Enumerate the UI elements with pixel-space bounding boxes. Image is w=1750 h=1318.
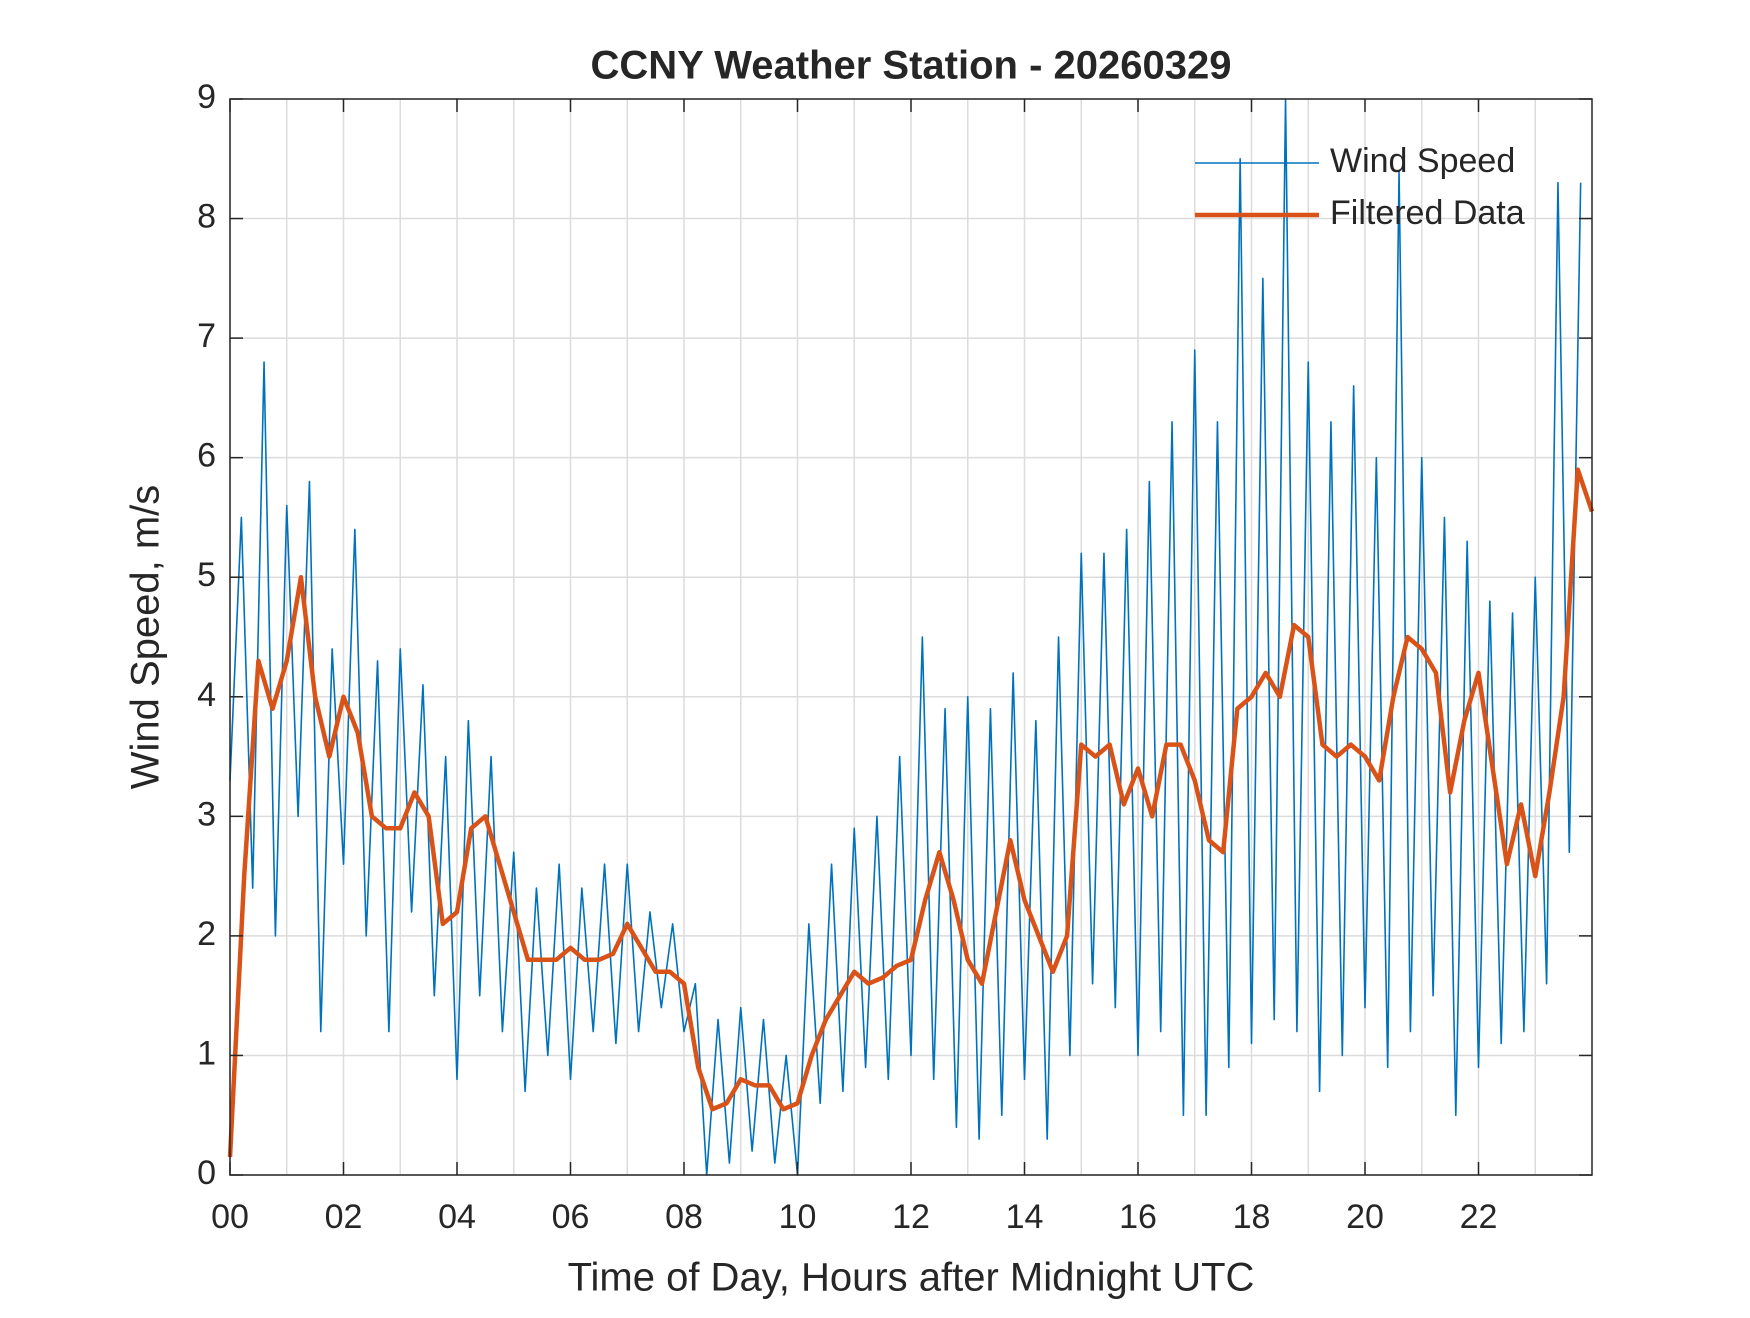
legend-label: Wind Speed bbox=[1330, 142, 1515, 180]
x-tick-label: 22 bbox=[1460, 1198, 1498, 1236]
y-tick-label: 4 bbox=[197, 676, 216, 714]
y-tick-label: 8 bbox=[197, 198, 216, 236]
x-tick-label: 00 bbox=[211, 1198, 249, 1236]
x-tick-label: 02 bbox=[325, 1198, 363, 1236]
y-tick-label: 2 bbox=[197, 915, 216, 953]
y-tick-label: 9 bbox=[197, 78, 216, 116]
y-tick-label: 5 bbox=[197, 556, 216, 594]
chart-title: CCNY Weather Station - 20260329 bbox=[591, 44, 1232, 88]
x-tick-label: 14 bbox=[1006, 1198, 1044, 1236]
data-line bbox=[229, 98, 1582, 1176]
x-tick-label: 06 bbox=[552, 1198, 590, 1236]
x-tick-label: 20 bbox=[1346, 1198, 1384, 1236]
x-tick-label: 08 bbox=[665, 1198, 703, 1236]
data-line bbox=[227, 467, 1595, 1158]
y-tick-label: 1 bbox=[197, 1034, 216, 1072]
y-tick-label: 3 bbox=[197, 795, 216, 833]
legend-label: Filtered Data bbox=[1330, 194, 1525, 232]
y-tick-label: 6 bbox=[197, 437, 216, 475]
x-axis-label: Time of Day, Hours after Midnight UTC bbox=[568, 1256, 1255, 1300]
x-tick-label: 10 bbox=[779, 1198, 817, 1236]
x-tick-label: 16 bbox=[1119, 1198, 1157, 1236]
x-tick-label: 18 bbox=[1233, 1198, 1271, 1236]
y-tick-label: 7 bbox=[197, 317, 216, 355]
y-tick-label: 0 bbox=[197, 1154, 216, 1192]
x-tick-label: 12 bbox=[892, 1198, 930, 1236]
y-axis-label: Wind Speed, m/s bbox=[124, 485, 168, 790]
x-tick-label: 04 bbox=[438, 1198, 476, 1236]
